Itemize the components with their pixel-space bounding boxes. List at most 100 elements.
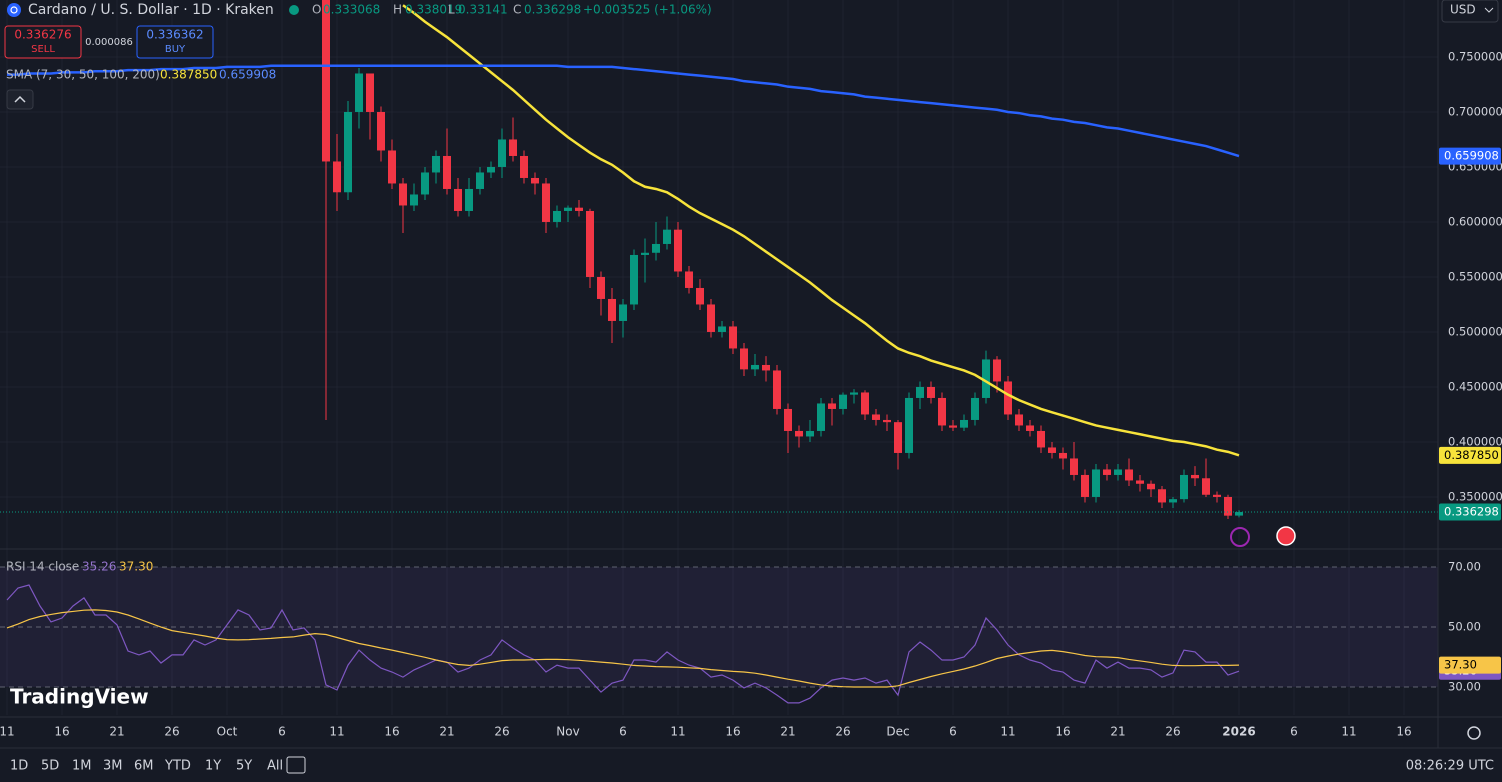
candle-body [564,207,572,211]
buy-label: BUY [165,44,186,55]
range-button[interactable]: 1Y [205,759,221,774]
settings-icon[interactable] [1467,726,1481,740]
buy-button[interactable] [136,25,214,59]
y-tick-label: 0.700000 [1448,104,1502,118]
x-tick-label: 21 [109,725,124,739]
candle-body [1147,483,1155,490]
symbol-title: Cardano / U. S. Dollar · 1D · Kraken [28,2,274,18]
candle-body [828,403,836,409]
candle-body [476,172,484,189]
x-tick-label: 6 [278,725,286,739]
x-tick-label: 26 [835,725,850,739]
candle-body [344,111,352,193]
sell-price: 0.336276 [14,28,71,42]
candle-body [498,139,506,167]
symbol-icon [7,3,21,17]
clock: 08:26:29 UTC [1406,759,1494,774]
indicator-legend[interactable]: SMA (7, 30, 50, 100, 200) [6,68,160,82]
candle-body [619,304,627,321]
rsi-legend[interactable]: RSI 14 close [6,560,79,574]
candle-body [1004,381,1012,415]
x-tick-label: 16 [1396,725,1411,739]
range-button[interactable]: All [267,759,283,774]
economic-event-icon[interactable] [1276,526,1296,546]
ohlc-label: C [513,3,521,17]
sell-label: SELL [31,44,55,55]
range-button[interactable]: 1D [10,759,28,774]
event-icon[interactable] [1230,527,1250,547]
x-tick-label: 11 [1341,725,1356,739]
candle-body [421,172,429,195]
candle-body [1114,469,1122,475]
candle-body [1059,452,1067,459]
candle-body [960,419,968,428]
rsi-pane [0,566,1438,704]
candle-body [377,111,385,151]
currency: USD [1450,3,1476,17]
value-badge [1439,446,1501,464]
range-button[interactable]: 5Y [236,759,252,774]
y-tick-label: 30.00 [1448,680,1481,694]
candle-body [1136,480,1144,484]
candle-body [531,177,539,184]
x-tick-label: 11 [0,725,15,739]
candle-body [1180,474,1188,500]
candle-body [322,0,330,162]
range-button[interactable]: 3M [103,759,123,774]
currency-button[interactable] [1441,0,1499,23]
candle-body [718,326,726,332]
candle-body [652,243,660,253]
x-tick-label: Oct [217,725,238,739]
sma-line [402,4,1240,457]
candle-body [454,188,462,211]
x-tick-label: 11 [1000,725,1015,739]
x-tick-label: 11 [670,725,685,739]
collapse-button[interactable] [6,89,34,110]
candle-body [883,419,891,423]
value-badge-label: 0.336298 [1444,505,1499,519]
range-button[interactable]: 1M [72,759,92,774]
value-badge [1439,147,1501,165]
rsi-line [6,584,1240,704]
value-badge-label: 0.387850 [1444,448,1499,462]
ohlc-value: 0.336298 [524,3,581,17]
x-tick-label: 6 [949,725,957,739]
range-button[interactable]: YTD [164,759,191,774]
x-tick-label: 16 [1055,725,1070,739]
candle-body [1213,494,1221,497]
sma-line [7,64,1240,158]
candle-body [399,183,407,206]
axes-layer: 11 16 21 26 Oct 6 11 16 21 26 Nov 6 11 16 21 26 Dec 6 11 16… [0,49,1502,738]
range-button[interactable]: 6M [134,759,154,774]
x-tick-label: Dec [886,725,909,739]
currency-caret [1484,7,1494,13]
sell-button[interactable] [4,25,82,59]
x-tick-label: 21 [439,725,454,739]
x-tick-label: 6 [1290,725,1298,739]
candle-body [916,386,924,398]
rsi-value: 35.26 [82,560,116,574]
candle-body [641,252,649,255]
candle-body [751,364,759,370]
x-tick-label: Nov [556,725,579,739]
date-range-icon[interactable] [286,756,306,774]
x-tick-label: 6 [619,725,627,739]
rsi-ma-value: 37.30 [119,560,153,574]
candle-body [1081,474,1089,497]
candle-body [597,276,605,299]
value-badge [1439,503,1501,521]
range-button[interactable]: 5D [41,759,59,774]
ohlc-label: L [448,3,455,17]
y-tick-label: 0.450000 [1448,379,1502,393]
x-tick-label: 26 [164,725,179,739]
indicator-value: 0.659908 [219,68,276,82]
candle-body [355,73,363,112]
candle-body [1037,430,1045,448]
ohlc-label: H [393,3,402,17]
candle-body [542,183,550,222]
candle-body [1026,425,1034,431]
candle-body [1015,414,1023,426]
candle-body [1169,499,1177,503]
x-tick-label: 2026 [1222,725,1255,739]
